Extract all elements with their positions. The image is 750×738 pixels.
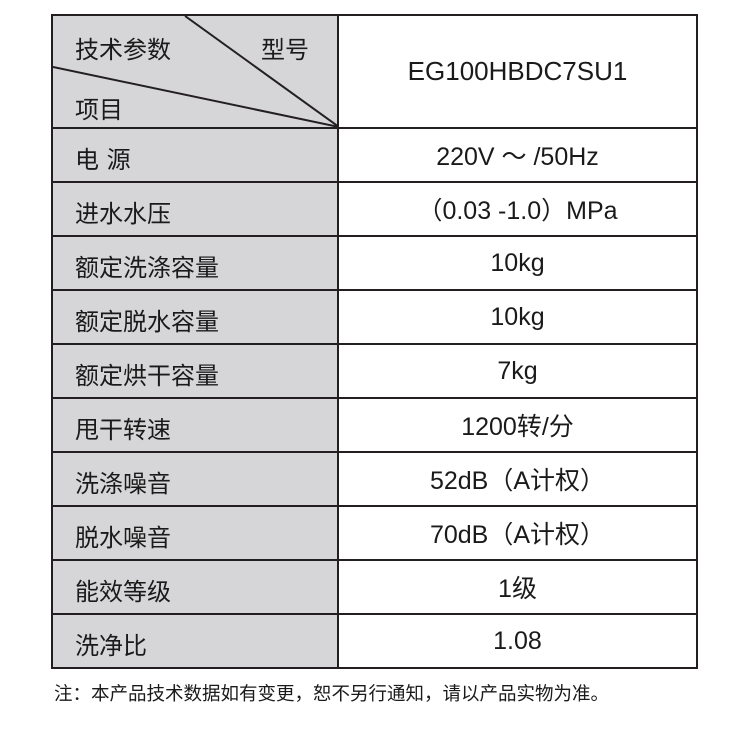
model-value: EG100HBDC7SU1 xyxy=(407,56,628,86)
table-header-row: 技术参数 型号 项目 EG100HBDC7SU1 xyxy=(53,16,696,127)
row-label: 甩干转速 xyxy=(53,399,339,451)
table-row: 进水水压 （0.03 -1.0）MPa xyxy=(53,181,696,235)
table-row: 能效等级 1级 xyxy=(53,559,696,613)
footnote: 注：本产品技术数据如有变更，恕不另行通知，请以产品实物为准。 xyxy=(54,684,610,705)
row-value: 220V ～ /50Hz xyxy=(436,143,599,171)
row-value: 1.08 xyxy=(493,626,542,655)
model-label: 型号 xyxy=(261,36,309,64)
table-row: 洗涤噪音 52dB（A计权） xyxy=(53,451,696,505)
row-label: 进水水压 xyxy=(53,183,339,235)
table-row: 甩干转速 1200转/分 xyxy=(53,397,696,451)
row-value: 10kg xyxy=(490,302,545,331)
row-label: 脱水噪音 xyxy=(53,507,339,559)
row-label: 洗涤噪音 xyxy=(53,453,339,505)
table-row: 脱水噪音 70dB（A计权） xyxy=(53,505,696,559)
row-value: 1200转/分 xyxy=(461,413,574,441)
row-value: 70dB（A计权） xyxy=(429,521,606,549)
table-row: 额定洗涤容量 10kg xyxy=(53,235,696,289)
param-label: 技术参数 xyxy=(75,36,171,64)
table-row: 洗净比 1.08 xyxy=(53,613,696,667)
table-row: 额定脱水容量 10kg xyxy=(53,289,696,343)
row-value: 10kg xyxy=(490,248,545,277)
row-value: 52dB（A计权） xyxy=(429,467,606,495)
row-value: 7kg xyxy=(497,356,538,385)
row-label: 额定烘干容量 xyxy=(53,345,339,397)
row-label: 能效等级 xyxy=(53,561,339,613)
table-row: 电 源 220V ～ /50Hz xyxy=(53,127,696,181)
row-label: 洗净比 xyxy=(53,615,339,667)
header-diagonal-cell: 技术参数 型号 项目 xyxy=(53,16,339,127)
row-value: （0.03 -1.0）MPa xyxy=(417,197,618,225)
row-value: 1级 xyxy=(498,575,537,603)
spec-table: 技术参数 型号 项目 EG100HBDC7SU1 电 源 220V ～ /50Hz… xyxy=(51,14,698,669)
row-label: 额定脱水容量 xyxy=(53,291,339,343)
row-label: 额定洗涤容量 xyxy=(53,237,339,289)
table-row: 额定烘干容量 7kg xyxy=(53,343,696,397)
row-label: 电 源 xyxy=(53,129,339,181)
diagonal-lines xyxy=(53,16,339,127)
item-label: 项目 xyxy=(75,96,123,124)
